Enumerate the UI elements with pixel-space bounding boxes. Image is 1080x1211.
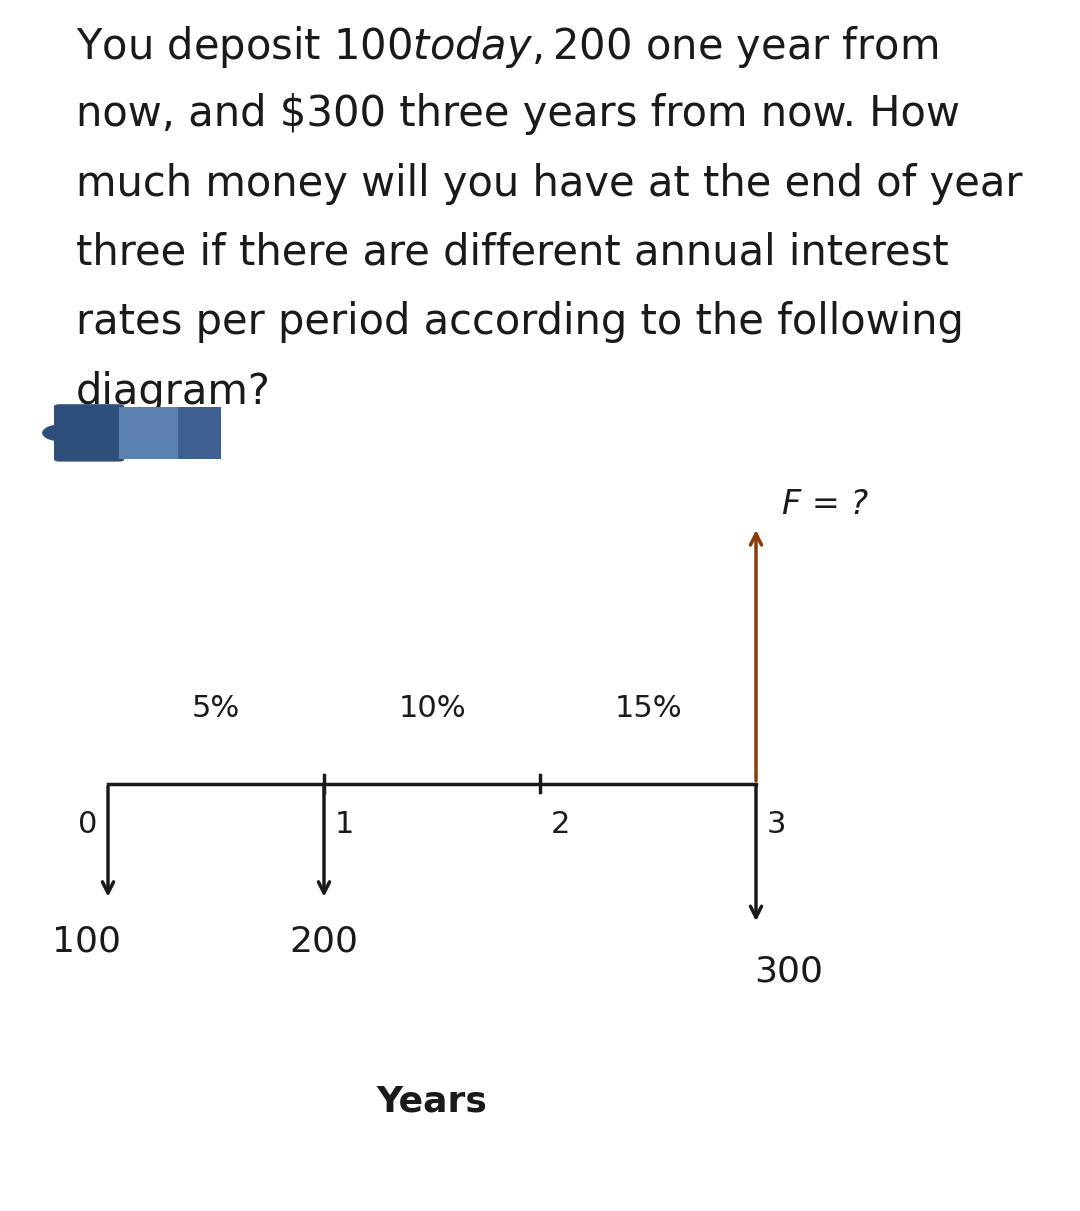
Text: 15%: 15%	[615, 694, 681, 723]
Text: You deposit $100 today, $200 one year from: You deposit $100 today, $200 one year fr…	[76, 24, 937, 70]
Text: F = ?: F = ?	[782, 488, 868, 521]
Text: 200: 200	[289, 924, 359, 958]
Text: 10%: 10%	[399, 694, 465, 723]
Text: 0: 0	[78, 810, 97, 839]
Text: three if there are different annual interest: three if there are different annual inte…	[76, 233, 948, 274]
Text: now, and $300 three years from now. How: now, and $300 three years from now. How	[76, 93, 959, 136]
Text: 5%: 5%	[192, 694, 240, 723]
Text: 100: 100	[52, 924, 121, 958]
Text: diagram?: diagram?	[76, 371, 270, 413]
Bar	[178, 407, 221, 459]
FancyBboxPatch shape	[54, 404, 124, 461]
Text: much money will you have at the end of year: much money will you have at the end of y…	[76, 162, 1022, 205]
Text: rates per period according to the following: rates per period according to the follow…	[76, 302, 963, 344]
Wedge shape	[42, 424, 62, 442]
Text: Years: Years	[377, 1084, 487, 1118]
Text: 3: 3	[767, 810, 786, 839]
Bar	[119, 407, 178, 459]
Text: 1: 1	[335, 810, 354, 839]
Text: 2: 2	[551, 810, 570, 839]
Text: 300: 300	[754, 954, 823, 988]
